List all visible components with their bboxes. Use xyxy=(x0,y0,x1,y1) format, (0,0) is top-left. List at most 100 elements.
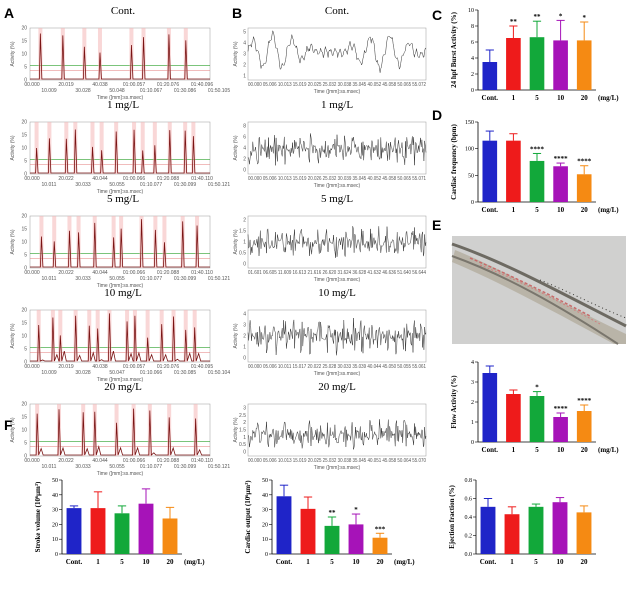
significance-label: *** xyxy=(375,525,386,533)
micrograph-image xyxy=(451,236,627,345)
trace-a-xtick: 40.044 xyxy=(92,270,108,276)
trace-a-ytick: 10 xyxy=(21,240,27,246)
x-tick-label: 5 xyxy=(535,446,539,454)
trace-a-ytick: 20 xyxy=(21,402,27,408)
trace-b-frame xyxy=(247,121,427,175)
significance-label: * xyxy=(582,14,586,22)
unit-label: (mg/L) xyxy=(598,206,619,214)
trace-b-ytick: 5 xyxy=(243,30,246,36)
spike-trace xyxy=(30,33,210,80)
trace-a-frame xyxy=(29,27,211,81)
trace-a-ytick: 5 xyxy=(24,253,27,259)
y-tick-label: 20 xyxy=(52,522,58,528)
y-tick-label: 2 xyxy=(471,72,474,78)
trace-a-xtick: 01:20.088 xyxy=(157,176,179,182)
burst-highlight xyxy=(166,28,171,80)
trace-b-xlabel: Time ([mm]:ss.msec) xyxy=(314,371,361,377)
y-tick-label: 4 xyxy=(471,56,474,62)
x-tick-label: 20 xyxy=(581,94,589,102)
trace-a-xtick: 40.038 xyxy=(92,364,108,370)
trace-a-xtick: 20.022 xyxy=(58,176,74,182)
x-tick-label: 5 xyxy=(535,94,539,102)
burst-highlight xyxy=(107,310,112,362)
trace-b-xlabel: Time ([mm]:ss.msec) xyxy=(314,277,361,283)
trace-a-title: Cont. xyxy=(111,5,135,17)
significance-label: ** xyxy=(534,13,542,21)
x-tick-label: 1 xyxy=(306,558,310,566)
burst-highlight xyxy=(167,122,172,174)
trace-a-ytick: 0 xyxy=(24,266,27,272)
y-tick-label: 0.2 xyxy=(465,534,473,540)
bar xyxy=(276,496,292,554)
burst-highlight xyxy=(183,122,188,174)
trace-a-ytick: 0 xyxy=(24,454,27,460)
significance-label: * xyxy=(535,384,539,392)
trace-a-xtick: 50.047 xyxy=(109,370,125,376)
trace-a-xlabel: Time ([mm]:ss.msec) xyxy=(97,283,144,289)
significance-label: * xyxy=(354,506,358,514)
trace-a-xtick: 20.022 xyxy=(58,458,74,464)
trace-a-xtick: 01:00.066 xyxy=(123,270,145,276)
trace-b-ytick: 0.5 xyxy=(239,251,246,257)
y-tick-label: 30 xyxy=(262,508,268,514)
trace-b-ytick: 8 xyxy=(243,124,246,130)
x-tick-label: 5 xyxy=(330,558,334,566)
y-tick-label: 10 xyxy=(262,537,268,543)
trace-a-ytick: 0 xyxy=(24,172,27,178)
y-tick-label: 40 xyxy=(52,493,58,499)
burst-highlight xyxy=(99,122,104,174)
trace-b-ytick: 0 xyxy=(243,168,246,174)
x-tick-label: 1 xyxy=(510,558,514,566)
x-tick-label: 20 xyxy=(581,446,589,454)
trace-a-xtick: 01:50.121 xyxy=(208,182,230,188)
trace-a-xtick: 01:20.088 xyxy=(157,270,179,276)
burst-highlight xyxy=(73,310,78,362)
x-tick-label: 1 xyxy=(512,206,516,214)
y-tick-label: 1 xyxy=(471,420,474,426)
burst-highlight xyxy=(180,216,185,268)
trace-a-xtick: 00.000 xyxy=(24,458,40,464)
trace-b-frame xyxy=(247,27,427,81)
x-tick-label: 20 xyxy=(167,558,175,566)
panel-label-e: E xyxy=(432,217,441,233)
trace-a-ytick: 10 xyxy=(21,428,27,434)
trace-a-xtick: 30.033 xyxy=(75,182,91,188)
panel-label-f: F xyxy=(4,417,13,433)
unit-label: (mg/L) xyxy=(184,558,205,566)
x-tick-label: 10 xyxy=(557,94,565,102)
trace-a-ytick: 0 xyxy=(24,360,27,366)
trace-a-xtick: 30.028 xyxy=(75,88,91,94)
y-axis-label: Cardiac frequency (bpm) xyxy=(450,123,458,199)
x-tick-label: 10 xyxy=(557,206,565,214)
y-tick-label: 0 xyxy=(55,552,58,558)
trace-a-xtick: 01:50.121 xyxy=(208,276,230,282)
y-tick-label: 50 xyxy=(468,173,474,179)
trace-a-xtick: 01:10.066 xyxy=(140,370,162,376)
bar xyxy=(553,166,568,202)
y-tick-label: 40 xyxy=(262,493,268,499)
trace-a-ytick: 15 xyxy=(21,133,27,139)
trace-a-xtick: 01:20.076 xyxy=(157,364,179,370)
trace-b-ytick: 2 xyxy=(243,218,246,224)
trace-b-ylabel: Activity (%) xyxy=(233,417,239,442)
trace-b-ytick: 0 xyxy=(243,450,246,456)
trace-a-xtick: 01:40.110 xyxy=(191,458,213,464)
oscillation-trace xyxy=(247,419,427,450)
trace-b-xlabel: Time ([mm]:ss.msec) xyxy=(314,465,361,471)
x-tick-label: 1 xyxy=(512,94,516,102)
trace-a-xtick: 01:50.105 xyxy=(208,88,230,94)
burst-highlight xyxy=(131,404,136,456)
trace-b-ytick: 0 xyxy=(243,262,246,268)
spike-trace xyxy=(30,219,210,268)
x-tick-label: 20 xyxy=(377,558,385,566)
trace-b-title: 5 mg/L xyxy=(321,193,353,205)
oscillation-trace xyxy=(247,226,427,258)
x-tick-label: Cont. xyxy=(276,558,293,566)
y-tick-label: 0 xyxy=(471,200,474,206)
trace-b-ytick: 1 xyxy=(243,345,246,351)
oscillation-trace xyxy=(247,317,427,356)
significance-label: **** xyxy=(530,145,545,153)
trace-b-ytick: 2 xyxy=(243,63,246,69)
trace-a-ylabel: Activity (%) xyxy=(10,417,16,442)
